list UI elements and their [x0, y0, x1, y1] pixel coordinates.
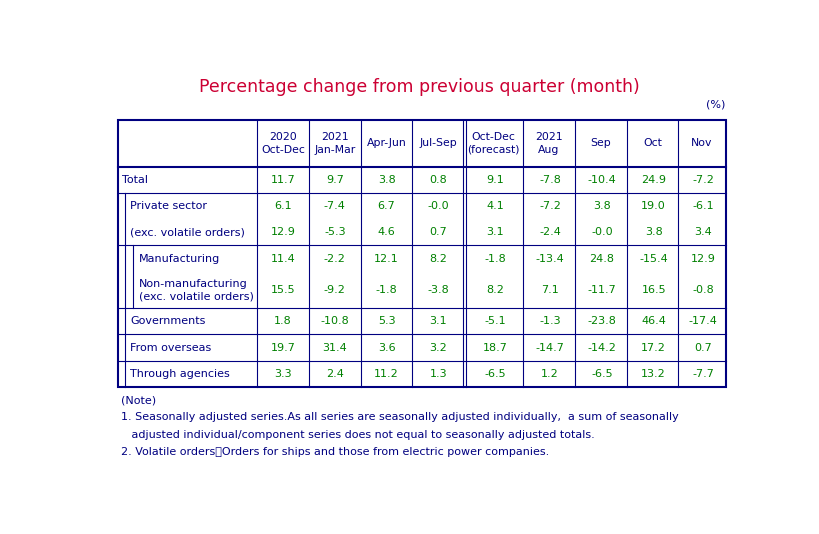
- Text: 9.7: 9.7: [326, 175, 344, 185]
- Text: Private sector: Private sector: [130, 201, 207, 211]
- Text: -14.2: -14.2: [587, 343, 617, 352]
- Text: 17.2: 17.2: [641, 343, 666, 352]
- Text: Total: Total: [122, 175, 148, 185]
- Text: 12.9: 12.9: [270, 227, 296, 237]
- Text: Sep: Sep: [590, 138, 611, 148]
- Text: -13.4: -13.4: [536, 254, 564, 264]
- Text: -7.7: -7.7: [692, 369, 714, 379]
- Text: -1.8: -1.8: [484, 254, 506, 264]
- Text: 2. Volatile orders：Orders for ships and those from electric power companies.: 2. Volatile orders：Orders for ships and …: [121, 447, 550, 457]
- Text: -10.4: -10.4: [587, 175, 616, 185]
- Text: -6.1: -6.1: [692, 201, 714, 211]
- Text: -0.0: -0.0: [591, 227, 613, 237]
- Text: Apr-Jun: Apr-Jun: [367, 138, 406, 148]
- Text: Oct: Oct: [643, 138, 662, 148]
- Text: 19.0: 19.0: [641, 201, 666, 211]
- Text: 6.7: 6.7: [378, 201, 396, 211]
- Text: 3.4: 3.4: [695, 227, 713, 237]
- Text: 19.7: 19.7: [270, 343, 296, 352]
- Text: Through agencies: Through agencies: [130, 369, 230, 379]
- Text: 4.6: 4.6: [378, 227, 396, 237]
- Text: 18.7: 18.7: [482, 343, 507, 352]
- Text: 3.8: 3.8: [593, 201, 611, 211]
- Text: 11.7: 11.7: [270, 175, 296, 185]
- Text: 2021
Aug: 2021 Aug: [535, 132, 563, 155]
- Text: adjusted individual/component series does not equal to seasonally adjusted total: adjusted individual/component series doe…: [121, 430, 595, 439]
- Text: -11.7: -11.7: [587, 285, 616, 295]
- Text: 11.4: 11.4: [270, 254, 296, 264]
- Text: Non-manufacturing
(exc. volatile orders): Non-manufacturing (exc. volatile orders): [138, 279, 253, 301]
- Text: 15.5: 15.5: [271, 285, 296, 295]
- Text: -15.4: -15.4: [640, 254, 668, 264]
- Text: -0.0: -0.0: [428, 201, 449, 211]
- Text: -7.4: -7.4: [324, 201, 346, 211]
- Text: -7.2: -7.2: [692, 175, 714, 185]
- Text: 8.2: 8.2: [429, 254, 447, 264]
- Text: 3.1: 3.1: [486, 227, 504, 237]
- Text: 2021
Jan-Mar: 2021 Jan-Mar: [314, 132, 355, 155]
- Text: Manufacturing: Manufacturing: [138, 254, 219, 264]
- Text: -17.4: -17.4: [689, 316, 717, 326]
- Text: -3.8: -3.8: [428, 285, 450, 295]
- Text: 31.4: 31.4: [323, 343, 347, 352]
- Text: 3.6: 3.6: [378, 343, 396, 352]
- Text: -5.1: -5.1: [484, 316, 505, 326]
- Text: 2020
Oct-Dec: 2020 Oct-Dec: [261, 132, 305, 155]
- Text: -10.8: -10.8: [320, 316, 349, 326]
- Text: Oct-Dec
(forecast): Oct-Dec (forecast): [468, 132, 520, 155]
- Text: From overseas: From overseas: [130, 343, 211, 352]
- Text: (Note): (Note): [121, 395, 156, 405]
- Text: -5.3: -5.3: [324, 227, 346, 237]
- Text: 5.3: 5.3: [378, 316, 396, 326]
- Text: 12.1: 12.1: [374, 254, 399, 264]
- Text: -0.8: -0.8: [692, 285, 714, 295]
- Text: 9.1: 9.1: [486, 175, 504, 185]
- Text: 6.1: 6.1: [274, 201, 292, 211]
- Text: 24.8: 24.8: [590, 254, 614, 264]
- Text: (%): (%): [706, 99, 726, 109]
- Text: 3.8: 3.8: [378, 175, 396, 185]
- Text: 24.9: 24.9: [641, 175, 666, 185]
- Text: -9.2: -9.2: [324, 285, 346, 295]
- Text: Percentage change from previous quarter (month): Percentage change from previous quarter …: [199, 78, 640, 97]
- Text: -1.3: -1.3: [540, 316, 561, 326]
- Text: -2.2: -2.2: [324, 254, 346, 264]
- Text: -7.8: -7.8: [539, 175, 561, 185]
- Text: -23.8: -23.8: [587, 316, 617, 326]
- Text: Nov: Nov: [691, 138, 713, 148]
- Text: (exc. volatile orders): (exc. volatile orders): [130, 227, 245, 237]
- Text: 1.8: 1.8: [274, 316, 292, 326]
- Text: 4.1: 4.1: [486, 201, 504, 211]
- Text: -14.7: -14.7: [536, 343, 564, 352]
- Text: 1. Seasonally adjusted series.As all series are seasonally adjusted individually: 1. Seasonally adjusted series.As all ser…: [121, 412, 679, 422]
- Text: 1.2: 1.2: [541, 369, 559, 379]
- Text: 12.9: 12.9: [691, 254, 716, 264]
- Text: 3.2: 3.2: [429, 343, 447, 352]
- Text: 11.2: 11.2: [374, 369, 399, 379]
- Text: 1.3: 1.3: [429, 369, 447, 379]
- Text: -6.5: -6.5: [484, 369, 505, 379]
- Text: 8.2: 8.2: [486, 285, 504, 295]
- Text: 2.4: 2.4: [326, 369, 344, 379]
- Text: 0.8: 0.8: [429, 175, 447, 185]
- Text: -7.2: -7.2: [539, 201, 561, 211]
- Text: Jul-Sep: Jul-Sep: [419, 138, 457, 148]
- Text: 0.7: 0.7: [429, 227, 447, 237]
- Text: 7.1: 7.1: [541, 285, 559, 295]
- Text: -2.4: -2.4: [539, 227, 561, 237]
- Text: Governments: Governments: [130, 316, 206, 326]
- Text: 0.7: 0.7: [695, 343, 713, 352]
- Text: 3.3: 3.3: [274, 369, 292, 379]
- Text: 16.5: 16.5: [641, 285, 666, 295]
- Text: -6.5: -6.5: [591, 369, 613, 379]
- Text: -1.8: -1.8: [376, 285, 397, 295]
- Text: 13.2: 13.2: [641, 369, 666, 379]
- Text: 46.4: 46.4: [641, 316, 666, 326]
- Text: 3.1: 3.1: [429, 316, 447, 326]
- Text: 3.8: 3.8: [645, 227, 663, 237]
